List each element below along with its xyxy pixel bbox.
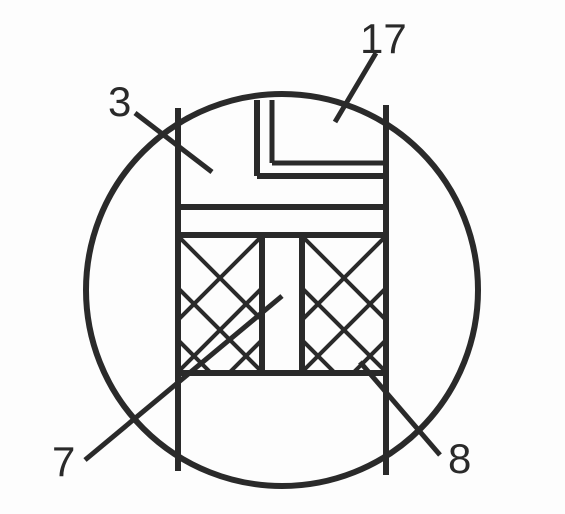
label-8: 8: [448, 435, 471, 483]
label-3: 3: [108, 78, 131, 126]
leader-8: [360, 362, 440, 455]
label-17: 17: [360, 15, 407, 63]
hatch-left: [150, 208, 290, 452]
hatch-right: [274, 208, 414, 452]
diagram-svg: [0, 0, 565, 514]
hatch-outer-rect: [178, 235, 386, 373]
label-7: 7: [52, 438, 75, 486]
diagram-group: [85, 53, 478, 486]
leader-7: [85, 296, 282, 460]
leader-3: [135, 113, 212, 172]
